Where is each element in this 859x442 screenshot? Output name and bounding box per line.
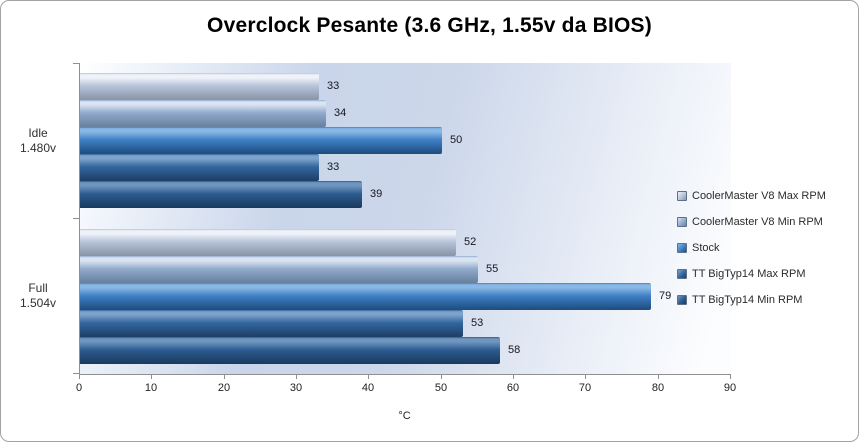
legend-color-swatch-icon — [677, 217, 687, 227]
x-axis-tick — [151, 375, 152, 379]
legend-item-stock: Stock — [677, 235, 826, 261]
legend-item-label: CoolerMaster V8 Max RPM — [692, 190, 826, 202]
bar-value-label: 33 — [327, 161, 340, 173]
x-axis-tick-label: 40 — [361, 382, 375, 394]
x-axis-tick-label: 20 — [217, 382, 231, 394]
category-label-full: Full 1.504v — [19, 281, 57, 310]
bar-stock-idle — [80, 127, 442, 154]
x-axis-tick-label: 80 — [651, 382, 665, 394]
legend-item-tt-bigtyp14-min-rpm: TT BigTyp14 Min RPM — [677, 287, 826, 313]
x-axis-tick-label: 10 — [144, 382, 158, 394]
bar-value-label: 55 — [486, 263, 499, 275]
x-axis-tick-label: 70 — [578, 382, 592, 394]
bar-tt-bigtyp14-min-rpm-full — [80, 337, 500, 364]
x-axis-tick — [296, 375, 297, 379]
x-axis-tick-label: 30 — [289, 382, 303, 394]
bar-stock-full — [80, 283, 651, 310]
x-axis-tick-label: 90 — [723, 382, 737, 394]
legend-item-label: Stock — [692, 242, 720, 254]
plot-area: 33 34 50 33 39 52 55 79 53 58 — [79, 63, 731, 375]
legend-item-coolermaster-v8-max-rpm: CoolerMaster V8 Max RPM — [677, 183, 826, 209]
chart-title: Overclock Pesante (3.6 GHz, 1.55v da BIO… — [207, 14, 652, 37]
legend-color-swatch-icon — [677, 295, 687, 305]
y-axis-tick — [73, 373, 79, 374]
y-axis-tick — [73, 218, 79, 219]
x-axis-tick — [368, 375, 369, 379]
bar-value-label: 53 — [471, 317, 484, 329]
bar-value-label: 39 — [370, 188, 383, 200]
x-axis-title: °C — [398, 410, 411, 422]
legend-color-swatch-icon — [677, 191, 687, 201]
bar-coolermaster-v8-min-rpm-idle — [80, 100, 326, 127]
bar-value-label: 34 — [334, 107, 347, 119]
legend-item-label: CoolerMaster V8 Min RPM — [692, 216, 823, 228]
bar-value-label: 52 — [464, 236, 477, 248]
x-axis-tick — [585, 375, 586, 379]
legend-item-label: TT BigTyp14 Max RPM — [692, 268, 806, 280]
x-axis-tick — [730, 375, 731, 379]
legend: CoolerMaster V8 Max RPM CoolerMaster V8 M… — [677, 183, 826, 313]
bar-coolermaster-v8-min-rpm-full — [80, 256, 478, 283]
legend-color-swatch-icon — [677, 243, 687, 253]
bar-tt-bigtyp14-min-rpm-idle — [80, 181, 362, 208]
x-axis-tick — [513, 375, 514, 379]
bar-coolermaster-v8-max-rpm-full — [80, 229, 456, 256]
legend-item-tt-bigtyp14-max-rpm: TT BigTyp14 Max RPM — [677, 261, 826, 287]
bar-value-label: 50 — [450, 134, 463, 146]
bar-tt-bigtyp14-max-rpm-idle — [80, 154, 319, 181]
x-axis-tick — [441, 375, 442, 379]
legend-item-coolermaster-v8-min-rpm: CoolerMaster V8 Min RPM — [677, 209, 826, 235]
bar-tt-bigtyp14-max-rpm-full — [80, 310, 463, 337]
x-axis-tick — [224, 375, 225, 379]
legend-color-swatch-icon — [677, 269, 687, 279]
x-axis-tick-label: 60 — [506, 382, 520, 394]
bar-coolermaster-v8-max-rpm-idle — [80, 73, 319, 100]
x-axis-tick — [79, 375, 80, 379]
legend-item-label: TT BigTyp14 Min RPM — [692, 294, 803, 306]
category-label-idle: Idle 1.480v — [19, 126, 57, 155]
x-axis-tick-label: 50 — [434, 382, 448, 394]
bar-value-label: 79 — [659, 290, 672, 302]
x-axis-tick — [658, 375, 659, 379]
y-axis-tick — [73, 63, 79, 64]
x-axis-tick-label: 0 — [75, 382, 83, 394]
bar-value-label: 58 — [508, 344, 521, 356]
bar-value-label: 33 — [327, 80, 340, 92]
